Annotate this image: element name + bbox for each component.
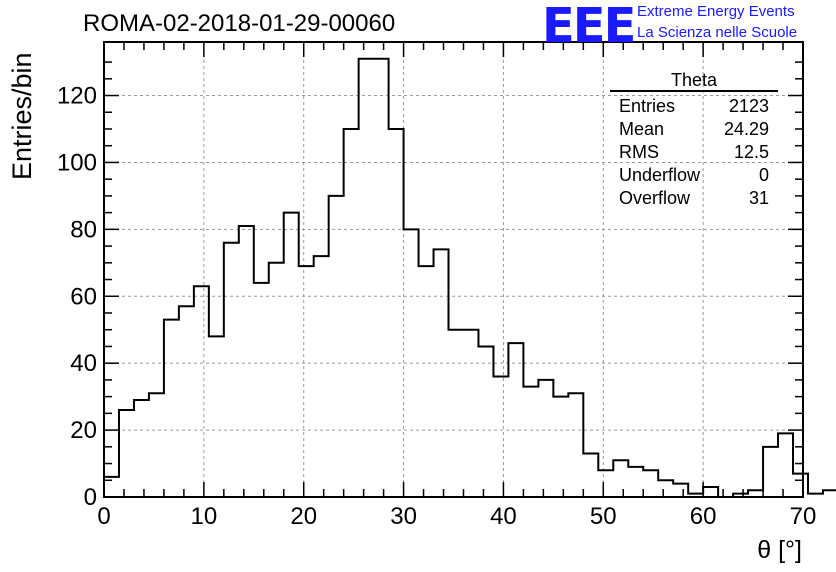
histogram-bin xyxy=(748,490,763,497)
histogram-bin xyxy=(763,447,778,497)
histogram-bin xyxy=(493,377,508,497)
histogram-bin xyxy=(598,470,613,497)
stats-row-overflow: Overflow 31 xyxy=(610,187,778,210)
page-title: ROMA-02-2018-01-29-00060 xyxy=(83,10,396,37)
histogram-bin xyxy=(823,490,836,497)
histogram-bin xyxy=(224,243,239,497)
logo-line-2: La Scienza nelle Scuole xyxy=(637,24,798,41)
histogram-bin xyxy=(508,343,523,497)
histogram-bin xyxy=(299,266,314,497)
histogram-bin xyxy=(643,470,658,497)
histogram-bin xyxy=(583,454,598,497)
y-tick-label: 80 xyxy=(70,216,97,243)
stats-title: Theta xyxy=(610,70,778,92)
histogram-bin xyxy=(314,256,329,497)
histogram-bin xyxy=(179,306,194,497)
histogram-bin xyxy=(164,320,179,497)
histogram-bin xyxy=(344,129,359,497)
histogram-bin xyxy=(778,433,793,497)
stats-label: Mean xyxy=(619,119,665,139)
histogram-bin xyxy=(254,283,269,497)
y-axis-label: Entries/bin xyxy=(7,52,37,180)
x-tick-label: 50 xyxy=(590,503,617,530)
histogram-bin xyxy=(404,229,419,497)
x-axis-label: θ [°] xyxy=(757,536,802,564)
stats-row-underflow: Underflow 0 xyxy=(610,164,778,187)
histogram-bin xyxy=(478,346,493,497)
stats-label: Overflow xyxy=(619,188,691,208)
y-tick-label: 120 xyxy=(57,83,97,110)
x-tick-label: 10 xyxy=(191,503,218,530)
histogram-bin xyxy=(523,387,538,497)
stats-value: 24.29 xyxy=(723,119,769,139)
histogram-bin xyxy=(808,494,823,497)
plot-frame xyxy=(103,41,804,498)
histogram-bin xyxy=(119,410,134,497)
stats-label: RMS xyxy=(619,142,659,162)
histogram-bin xyxy=(269,263,284,497)
histogram-bin xyxy=(239,226,254,497)
x-tick-label: 70 xyxy=(790,503,817,530)
stats-box: Theta Entries 2123 Mean 24.29 RMS 12.5 U… xyxy=(610,70,778,210)
histogram-bin xyxy=(463,330,478,497)
histogram-bin xyxy=(209,336,224,497)
histogram-bin xyxy=(329,196,344,497)
histogram-bin xyxy=(419,266,434,497)
histogram-bin xyxy=(284,213,299,497)
histogram-bin xyxy=(449,330,464,497)
stats-value: 2123 xyxy=(728,96,769,116)
x-tick-label: 0 xyxy=(97,503,110,530)
logo-line-1: Extreme Energy Events xyxy=(637,3,795,20)
histogram-bin xyxy=(434,249,449,497)
histogram-bin xyxy=(194,286,209,497)
histogram-bin xyxy=(149,393,164,497)
histogram-bin xyxy=(658,480,673,497)
y-tick-label: 60 xyxy=(70,283,97,310)
y-tick-label: 40 xyxy=(70,350,97,377)
histogram-bin xyxy=(134,400,149,497)
stats-value: 12.5 xyxy=(733,142,769,162)
stats-value: 31 xyxy=(748,188,769,208)
histogram-bin xyxy=(104,477,119,497)
histogram-bin xyxy=(673,484,688,497)
histogram-bin xyxy=(553,397,568,497)
histogram-bin xyxy=(628,467,643,497)
x-tick-label: 60 xyxy=(690,503,717,530)
histogram-bin xyxy=(613,460,628,497)
y-tick-label: 20 xyxy=(70,417,97,444)
x-tick-label: 40 xyxy=(490,503,517,530)
y-tick-label: 0 xyxy=(84,484,97,511)
x-tick-label: 20 xyxy=(290,503,317,530)
histogram-bin xyxy=(538,380,553,497)
histogram-bin xyxy=(359,59,374,497)
stats-value: 0 xyxy=(758,165,769,185)
histogram-bin xyxy=(703,487,718,497)
stats-row-entries: Entries 2123 xyxy=(610,95,778,118)
histogram-bin xyxy=(374,59,389,497)
x-tick-label: 30 xyxy=(390,503,417,530)
stats-label: Entries xyxy=(619,96,676,116)
histogram-bin xyxy=(793,474,808,497)
histogram-bin xyxy=(389,129,404,497)
stats-row-mean: Mean 24.29 xyxy=(610,118,778,141)
y-tick-label: 100 xyxy=(57,149,97,176)
eee-logo: EEE xyxy=(542,0,636,54)
stats-row-rms: RMS 12.5 xyxy=(610,141,778,164)
stats-label: Underflow xyxy=(619,165,701,185)
histogram-bin xyxy=(568,393,583,497)
